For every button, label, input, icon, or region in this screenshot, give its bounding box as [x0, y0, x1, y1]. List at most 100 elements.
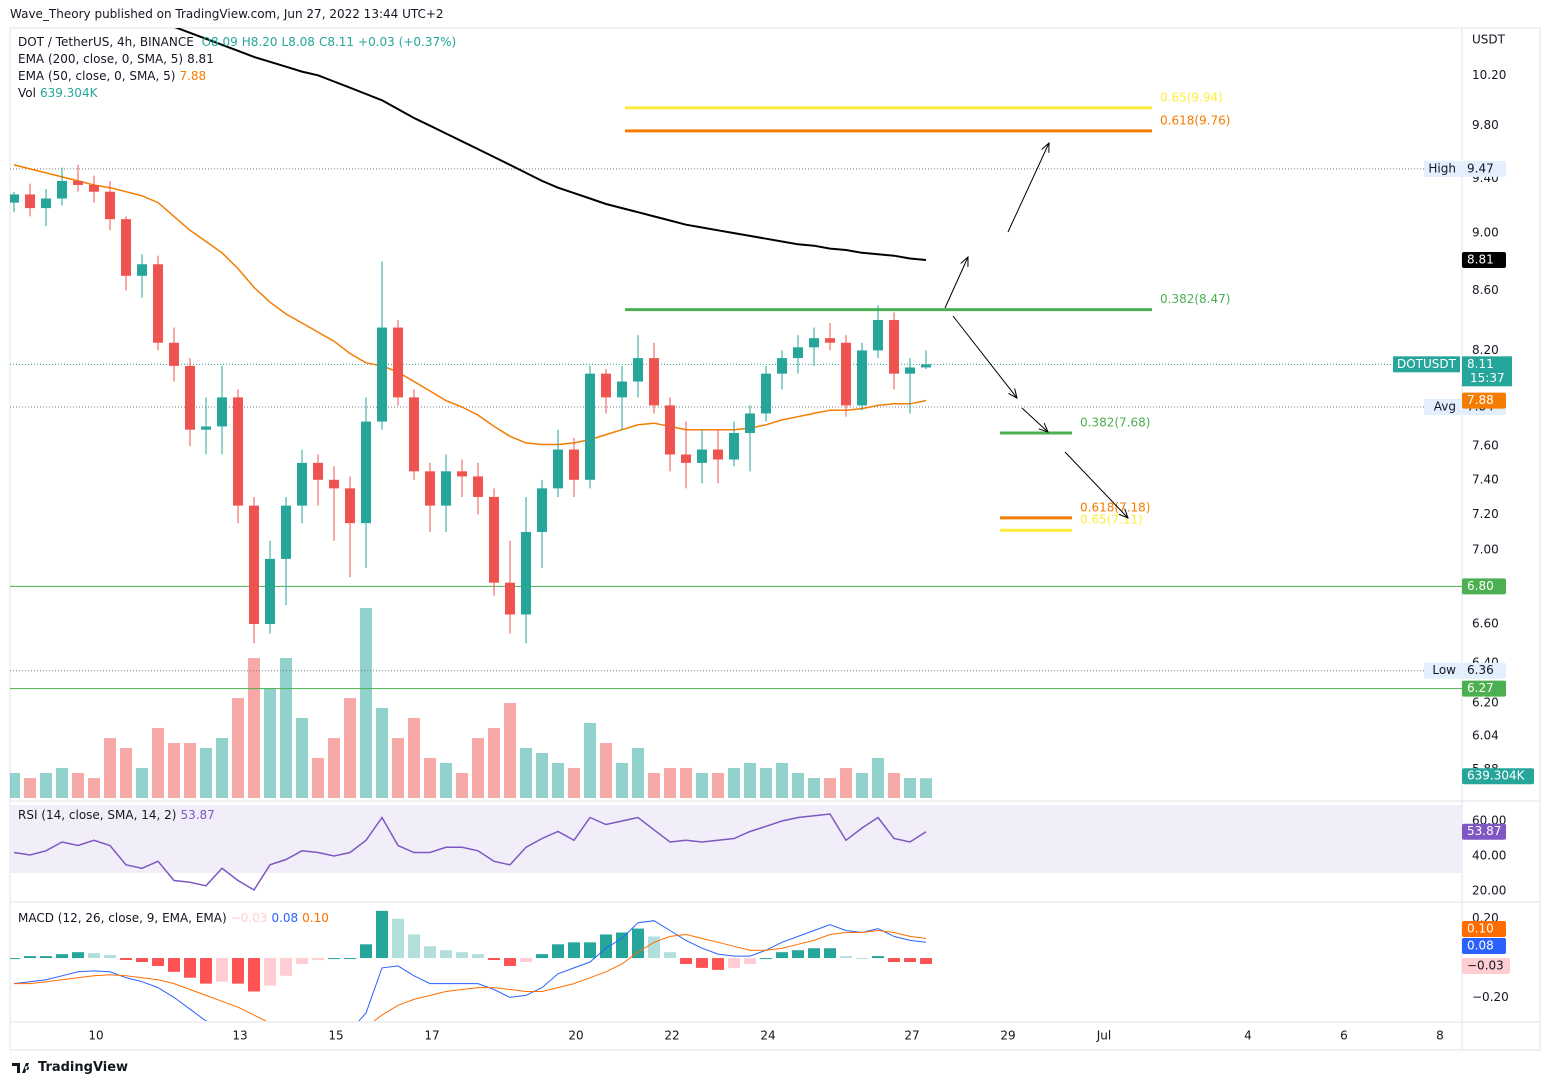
volume-bar — [248, 658, 260, 798]
y-tick-label: 8.20 — [1472, 343, 1499, 357]
volume-bar — [312, 757, 324, 798]
candle-body — [489, 496, 499, 583]
x-tick-label: 24 — [760, 1029, 775, 1043]
macd-histogram-bar — [744, 958, 756, 964]
price-line-label: 6.80 — [1467, 579, 1494, 593]
macd-histogram-bar — [856, 958, 868, 960]
volume-bar — [296, 717, 308, 798]
volume-bar — [10, 773, 20, 798]
volume-bar — [56, 767, 68, 798]
rsi-tick-label: 40.00 — [1472, 849, 1506, 863]
macd-histogram-bar — [232, 958, 244, 984]
candle-body — [233, 397, 243, 506]
candle-body — [41, 198, 51, 209]
ema-line — [174, 28, 927, 261]
legend-main: DOT / TetherUS, 4h, BINANCE O8.09 H8.20 L8… — [18, 35, 464, 49]
volume-bar — [504, 702, 516, 798]
volume-bar — [856, 773, 868, 798]
candle-body — [169, 342, 179, 366]
candle-body — [841, 342, 851, 406]
candle-body — [857, 350, 867, 406]
x-tick-label: 4 — [1244, 1029, 1252, 1043]
macd-histogram-bar — [136, 958, 148, 962]
macd-histogram-bar — [216, 958, 228, 982]
ohlc-item: O8.09 — [201, 35, 238, 49]
macd-histogram-bar — [392, 918, 404, 959]
legend-ema50: EMA (50, close, 0, SMA, 5) 7.88 — [18, 69, 210, 83]
macd-name: MACD (12, 26, close, 9, EMA, EMA) — [18, 911, 227, 925]
macd-histogram-bar — [296, 958, 308, 964]
macd-histogram-bar — [568, 942, 580, 959]
candle-body — [217, 397, 227, 427]
macd-line — [13, 920, 927, 1021]
x-tick-label: 22 — [664, 1029, 679, 1043]
macd-histogram-bar — [616, 932, 628, 959]
volume-bar — [808, 778, 820, 798]
volume-bar — [120, 748, 132, 798]
y-tick-label: 7.20 — [1472, 507, 1499, 521]
macd-histogram-bar — [312, 958, 324, 961]
candle-body — [905, 367, 915, 374]
candle-body — [73, 180, 83, 185]
vol-value: 639.304K — [39, 86, 98, 100]
legend-macd: MACD (12, 26, close, 9, EMA, EMA) −0.03 0.… — [18, 911, 333, 925]
macd-histogram-bar — [10, 958, 20, 960]
fib-label: 0.618(7.18) — [1080, 500, 1150, 514]
arrow — [1021, 407, 1048, 432]
ema-line — [13, 164, 927, 446]
volume-bar — [184, 742, 196, 798]
axes: 10.209.809.409.008.608.207.607.407.207.0… — [13, 68, 1534, 1043]
volume-badge-bg — [1462, 768, 1534, 785]
volume-bar — [152, 727, 164, 798]
candle-body — [89, 184, 99, 192]
price-pane: 0.65(9.94) 0.618(9.76) 0.382(8.47) 0.382(7.… — [10, 28, 1462, 798]
vol-name: Vol — [18, 86, 36, 100]
symbol-label: DOTUSDT — [1397, 357, 1457, 371]
symbol-bg — [1393, 356, 1460, 373]
macd-histogram-bar — [904, 958, 916, 962]
ohlc-item: H8.20 — [241, 35, 278, 49]
volume-bar — [264, 687, 276, 798]
arrow — [944, 257, 968, 309]
logo — [12, 1062, 30, 1073]
candle-body — [153, 264, 163, 343]
signal-line — [14, 929, 927, 1021]
last-price: 8.11 — [1467, 357, 1494, 371]
volume-bar — [920, 778, 932, 798]
macd-histogram-bar — [120, 958, 132, 961]
stat-value: 6.36 — [1467, 663, 1494, 677]
candle-body — [473, 476, 483, 497]
macd-histogram-bar — [408, 934, 420, 959]
volume-bar — [872, 757, 884, 798]
candle-body — [105, 191, 115, 220]
macd-histogram-bar — [648, 936, 660, 959]
stat-name: Low — [1432, 663, 1456, 677]
volume-bar — [904, 778, 916, 798]
x-tick-label: 10 — [88, 1029, 103, 1043]
ohlc-item: +0.03 (+0.37%) — [358, 35, 457, 49]
macd-histogram-bar — [264, 958, 276, 986]
macd-histogram-bar — [440, 950, 452, 959]
volume-bar — [168, 742, 180, 798]
volume-bar — [680, 767, 692, 798]
macd-histogram-bar — [184, 958, 196, 978]
stat-name: High — [1428, 161, 1456, 175]
rsi-badge-bg — [1462, 823, 1506, 840]
x-tick-label: 20 — [568, 1029, 583, 1043]
volume-bar — [488, 727, 500, 798]
candle-body — [297, 462, 307, 506]
countdown: 15:37 — [1470, 371, 1505, 385]
volume-bar — [696, 773, 708, 798]
macd-histogram-bar — [504, 958, 516, 966]
candle-body — [377, 327, 387, 422]
y-tick-label: 6.20 — [1472, 695, 1499, 709]
macd-histogram-bar — [920, 958, 932, 964]
y-tick-label: 10.20 — [1472, 68, 1506, 82]
volume-bar — [216, 738, 228, 798]
volume-badge: 639.304K — [1467, 769, 1526, 783]
macd-histogram-bar — [792, 950, 804, 959]
volume-bar — [328, 738, 340, 798]
ohlc-item: C8.11 — [318, 35, 355, 49]
macd-histogram-bar — [520, 958, 532, 962]
